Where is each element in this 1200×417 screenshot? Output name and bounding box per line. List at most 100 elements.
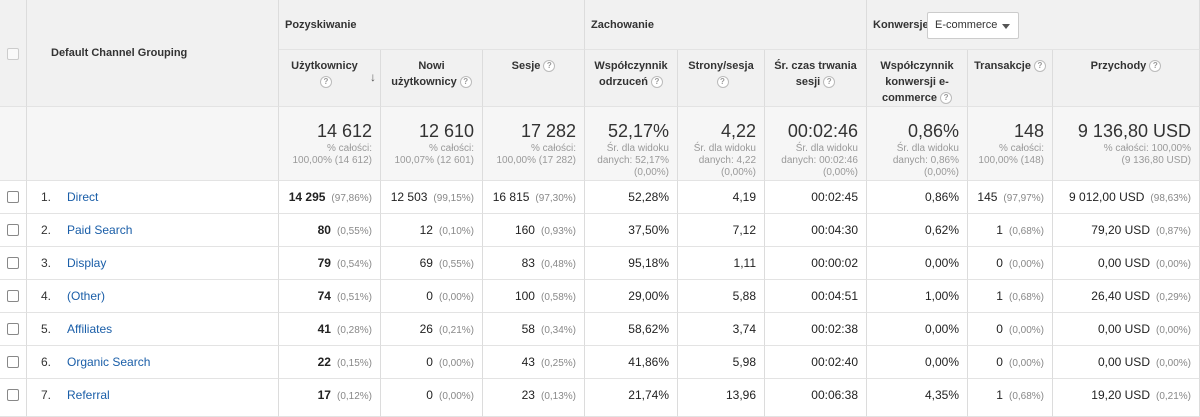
help-icon[interactable]: ? [823, 76, 836, 89]
row-checkbox[interactable] [7, 191, 19, 203]
column-header-duration[interactable]: Śr. czas trwania sesji? [765, 50, 867, 107]
metric-value: 7,12 [732, 223, 756, 237]
metric-value: 0,62% [924, 223, 959, 237]
help-icon[interactable]: ? [650, 76, 663, 89]
cell-sessions: 43 (0,25%) [483, 346, 585, 379]
row-checkbox[interactable] [7, 257, 19, 269]
metric-percent: (0,68%) [1008, 391, 1044, 402]
help-icon[interactable]: ? [1033, 60, 1046, 73]
column-header-label: Użytkownicy? [285, 58, 364, 90]
channel-link[interactable]: (Other) [67, 289, 106, 303]
metric-value: 0,00 USD [1097, 256, 1150, 270]
metric-value: 100 [514, 289, 535, 303]
metric-percent: (0,00%) [438, 358, 474, 369]
cell-value: 1 (0,68%) [996, 289, 1044, 303]
metric-value: 43 [521, 355, 535, 369]
channel-link[interactable]: Display [67, 256, 107, 270]
column-header-transactions[interactable]: Transakcje? [968, 50, 1053, 107]
select-all-checkbox[interactable] [7, 48, 19, 60]
total-new-users: 12 610% całości: 100,07% (12 601) [381, 107, 483, 181]
metric-percent: (0,00%) [1155, 358, 1191, 369]
metric-percent: (0,29%) [1155, 292, 1191, 303]
cell-revenue: 9 012,00 USD (98,63%) [1053, 181, 1200, 214]
cell-sessions: 58 (0,34%) [483, 313, 585, 346]
total-value: 0,86% [907, 121, 959, 141]
totals-checkbox-cell [0, 107, 27, 181]
cell-pages: 4,19 [678, 181, 765, 214]
cell-users: 74 (0,51%) [279, 280, 381, 313]
cell-new-users: 0 (0,00%) [381, 280, 483, 313]
sort-descending-icon[interactable]: ↓ [370, 70, 376, 84]
column-header-sessions[interactable]: Sesje? [483, 50, 585, 107]
metric-value: 12 [419, 223, 433, 237]
row-dimension-cell: 1. Direct [27, 181, 279, 214]
channel-link[interactable]: Affiliates [67, 322, 113, 336]
row-checkbox[interactable] [7, 224, 19, 236]
help-icon[interactable]: ? [940, 92, 953, 105]
row-checkbox[interactable] [7, 323, 19, 335]
cell-value: 00:02:45 [811, 190, 858, 204]
metric-value: 79 [317, 256, 331, 270]
metric-value: 0,00 USD [1097, 322, 1150, 336]
metric-percent: (99,15%) [433, 193, 474, 204]
cell-value: 0 (0,00%) [996, 322, 1044, 336]
cell-value: 0 (0,00%) [426, 388, 474, 402]
cell-value: 00:04:30 [811, 223, 858, 237]
channel-link[interactable]: Paid Search [67, 223, 133, 237]
column-title: Strony/sesja [688, 60, 754, 72]
column-header-label: Współczynnik odrzuceń? [591, 58, 671, 90]
help-icon[interactable]: ? [1149, 60, 1162, 73]
metric-percent: (0,12%) [336, 391, 372, 402]
metric-value: 0 [426, 355, 433, 369]
channel-link[interactable]: Referral [67, 388, 110, 402]
help-icon[interactable]: ? [320, 76, 332, 89]
cell-sessions: 100 (0,58%) [483, 280, 585, 313]
channel-link[interactable]: Direct [67, 190, 99, 204]
row-checkbox-cell [0, 379, 27, 417]
metric-percent: (0,00%) [1008, 358, 1044, 369]
column-header-label: Współczynnik konwersji e-commerce? [873, 58, 961, 106]
metric-value: 1 [996, 289, 1003, 303]
total-subtext: % całości: 100,07% (12 601) [394, 143, 474, 166]
metric-value: 0,00% [924, 355, 959, 369]
column-header-bounce[interactable]: Współczynnik odrzuceń? [585, 50, 678, 107]
help-icon[interactable]: ? [459, 76, 472, 89]
cell-value: 0,00 USD (0,00%) [1098, 256, 1191, 270]
metric-value: 0,00 USD [1097, 355, 1150, 369]
cell-value: 1 (0,68%) [996, 388, 1044, 402]
cell-value: 7,12 [733, 223, 756, 237]
cell-pages: 1,11 [678, 247, 765, 280]
metric-percent: (0,58%) [540, 292, 576, 303]
cell-users: 17 (0,12%) [279, 379, 381, 417]
cell-users: 41 (0,28%) [279, 313, 381, 346]
metric-value: 4,35% [924, 388, 959, 402]
metric-percent: (0,68%) [1008, 226, 1044, 237]
column-header-users[interactable]: Użytkownicy? ↓ [279, 50, 381, 107]
conversion-type-select[interactable]: E-commerce [927, 12, 1019, 39]
metric-value: 41 [317, 322, 331, 336]
metric-percent: (0,55%) [336, 226, 372, 237]
column-header-conv-rate[interactable]: Współczynnik konwersji e-commerce? [867, 50, 968, 107]
total-conv-rate: 0,86% Śr. dla widoku danych: 0,86% (0,00%… [867, 107, 968, 181]
metric-value: 0 [996, 322, 1003, 336]
column-header-new-users[interactable]: Nowi użytkownicy? [381, 50, 483, 107]
totals-dimension-cell [27, 107, 279, 181]
help-icon[interactable]: ? [716, 76, 729, 89]
cell-sessions: 160 (0,93%) [483, 214, 585, 247]
total-revenue: 9 136,80 USD% całości: 100,00% (9 136,80… [1053, 107, 1200, 181]
cell-pages: 3,74 [678, 313, 765, 346]
metric-value: 74 [317, 289, 331, 303]
column-header-pages[interactable]: Strony/sesja? [678, 50, 765, 107]
channel-link[interactable]: Organic Search [67, 355, 151, 369]
metric-value: 37,50% [628, 223, 669, 237]
cell-duration: 00:02:38 [765, 313, 867, 346]
column-header-revenue[interactable]: Przychody? [1053, 50, 1200, 107]
metric-value: 16 815 [492, 190, 530, 204]
row-checkbox[interactable] [7, 356, 19, 368]
dimension-header[interactable]: Default Channel Grouping [27, 0, 279, 107]
row-checkbox[interactable] [7, 389, 19, 401]
help-icon[interactable]: ? [543, 60, 556, 73]
row-checkbox[interactable] [7, 290, 19, 302]
metric-value: 21,74% [628, 388, 669, 402]
cell-bounce: 41,86% [585, 346, 678, 379]
